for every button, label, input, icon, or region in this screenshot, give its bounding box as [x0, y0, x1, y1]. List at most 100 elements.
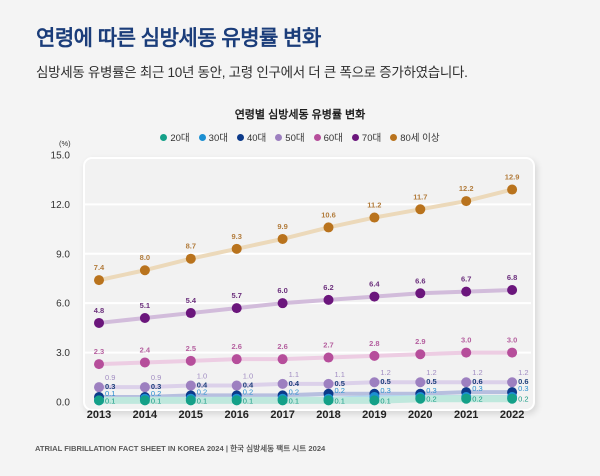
data-point [185, 253, 196, 264]
x-tick-label: 2015 [179, 409, 203, 421]
page-title: 연령에 따른 심방세동 유병률 변화 [36, 27, 321, 50]
data-point [231, 243, 242, 254]
data-point [139, 313, 150, 324]
data-point [415, 349, 426, 360]
legend-label: 40대 [246, 133, 267, 144]
data-label: 0.1 [243, 396, 253, 405]
data-point [415, 204, 426, 215]
data-label: 0.3 [426, 386, 436, 395]
series-line-2 [97, 390, 515, 400]
data-point [139, 357, 150, 368]
data-point [231, 395, 242, 406]
data-label: 0.2 [518, 395, 528, 404]
data-label: 0.5 [380, 377, 390, 386]
data-label: 2.3 [94, 347, 104, 356]
data-point [507, 285, 518, 296]
data-point [185, 308, 196, 319]
data-point [323, 222, 334, 233]
data-point [94, 395, 104, 406]
data-label: 0.1 [380, 396, 390, 405]
legend-item: 60대 [313, 130, 343, 144]
legend-item: 20대 [160, 130, 190, 144]
data-point [369, 395, 380, 406]
data-label: 9.3 [231, 232, 241, 241]
data-label: 0.6 [518, 377, 528, 386]
data-point [277, 378, 288, 389]
data-point [323, 378, 334, 389]
data-label: 6.6 [415, 276, 425, 285]
legend-label: 20대 [170, 133, 190, 144]
data-point [139, 395, 150, 406]
data-point [231, 354, 242, 365]
legend-dot-icon [390, 133, 398, 141]
y-tick-label: 9.0 [56, 249, 70, 260]
x-tick-label: 2020 [408, 409, 432, 421]
data-label: 10.6 [321, 210, 336, 219]
legend-label: 50대 [285, 133, 305, 144]
y-tick-label: 6.0 [56, 299, 70, 310]
data-label: 0.1 [151, 396, 161, 405]
data-label: 5.1 [140, 301, 150, 310]
x-tick-label: 2017 [270, 409, 294, 421]
x-tick-label: 2013 [87, 409, 111, 421]
y-tick-label: 12.0 [51, 200, 71, 211]
data-label: 0.2 [472, 395, 482, 404]
x-tick-label: 2016 [224, 409, 248, 421]
data-label: 2.5 [186, 344, 196, 353]
legend-item: 70대 [351, 130, 381, 144]
data-label: 1.0 [197, 372, 207, 381]
data-point [415, 377, 426, 388]
data-label: 3.0 [507, 336, 517, 345]
series-line-6 [97, 187, 515, 283]
data-point [231, 303, 242, 314]
plot-area-panel [83, 157, 535, 411]
data-point [369, 212, 380, 223]
series-line-4 [97, 350, 515, 367]
data-label: 2.6 [277, 342, 287, 351]
x-tick-label: 2018 [316, 409, 340, 421]
y-tick-label: 0.0 [56, 398, 70, 409]
data-label: 0.4 [243, 381, 254, 390]
legend-label: 30대 [208, 133, 228, 144]
data-label: 0.1 [105, 396, 115, 405]
data-point [94, 359, 104, 370]
legend-dot-icon [236, 133, 244, 141]
legend-label: 60대 [323, 133, 343, 144]
data-label: 0.5 [335, 379, 345, 388]
data-label: 0.1 [105, 389, 115, 398]
footer-source: ATRIAL FIBRILLATION FACT SHEET IN KOREA … [35, 444, 326, 453]
data-label: 6.0 [277, 286, 287, 295]
data-point [369, 377, 380, 388]
legend-item: 50대 [275, 130, 305, 144]
data-label: 1.2 [472, 368, 482, 377]
data-label: 6.7 [461, 275, 471, 284]
data-label: 1.2 [380, 368, 390, 377]
data-label: 11.2 [367, 201, 381, 210]
data-label: 5.7 [231, 291, 241, 300]
legend-dot-icon [160, 133, 168, 141]
data-point [323, 395, 334, 406]
x-tick-label: 2022 [500, 409, 524, 421]
data-point [369, 350, 380, 361]
data-label: 0.2 [151, 389, 161, 398]
data-point [231, 380, 242, 391]
y-axis-unit-label: (%) [59, 139, 71, 148]
data-label: 9.9 [277, 222, 287, 231]
x-tick-label: 2021 [454, 409, 478, 421]
data-point [185, 355, 196, 366]
data-label: 1.0 [243, 372, 253, 381]
data-label: 2.8 [369, 339, 379, 348]
data-label: 0.1 [197, 396, 207, 405]
x-tick-label: 2014 [133, 409, 158, 421]
data-point [139, 265, 150, 276]
series-line-0 [95, 395, 516, 404]
data-label: 8.0 [140, 253, 150, 262]
data-label: 2.6 [231, 342, 241, 351]
data-label: 4.8 [94, 306, 104, 315]
data-point [507, 347, 518, 358]
data-label: 2.9 [415, 337, 425, 346]
data-point [94, 382, 104, 393]
data-label: 0.2 [197, 387, 207, 396]
data-label: 0.3 [518, 384, 528, 393]
